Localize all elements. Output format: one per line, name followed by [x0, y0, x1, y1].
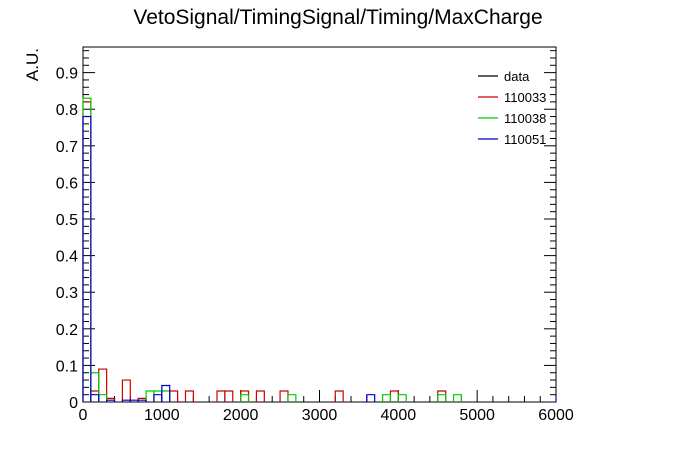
- histogram-bin: [98, 394, 108, 402]
- y-tick-label: 0.5: [56, 212, 78, 229]
- histogram-bin: [216, 390, 226, 402]
- y-tick-label: 0.3: [56, 285, 78, 302]
- legend-label: 110051: [504, 132, 546, 147]
- histogram-bin: [90, 372, 100, 402]
- histogram-bin: [106, 399, 116, 402]
- histogram-bin: [381, 394, 392, 402]
- histogram-bin: [161, 390, 171, 402]
- plot-frame: [82, 46, 557, 403]
- histogram-series: [82, 97, 557, 402]
- histogram-bin: [169, 390, 179, 402]
- histogram-bin: [279, 390, 289, 402]
- y-axis: 0 0.1 0.2 0.3 0.4 0.5 0.6 0.7 0.8 0.9: [56, 50, 556, 412]
- x-tick-label: 6000: [538, 407, 574, 424]
- histogram-bin: [82, 101, 92, 402]
- histogram-bin: [287, 394, 297, 402]
- x-tick-label: 2000: [223, 407, 259, 424]
- histogram-bin: [82, 97, 92, 402]
- y-tick-label: 0.4: [56, 249, 78, 266]
- y-tick-label: 0.8: [56, 102, 78, 119]
- histogram-bin: [255, 390, 265, 402]
- y-tick-label: 0.6: [56, 175, 78, 192]
- series-110038: [82, 97, 462, 402]
- series-110033: [82, 101, 447, 402]
- y-tick-label: 0.9: [56, 66, 78, 83]
- x-tick-label: 5000: [459, 407, 495, 424]
- histogram-bin: [121, 379, 131, 402]
- x-axis: 0 1000 2000 3000 4000 5000 6000: [79, 390, 574, 424]
- x-tick-label: 4000: [381, 407, 417, 424]
- histogram-bin: [389, 390, 399, 402]
- y-tick-label: 0.1: [56, 358, 78, 375]
- histogram-bin: [240, 390, 250, 402]
- histogram-bin: [98, 368, 108, 402]
- y-tick-label: 0: [69, 395, 78, 412]
- histogram-bin: [90, 390, 100, 402]
- histogram-bin: [366, 394, 376, 402]
- histogram-bin: [161, 384, 171, 402]
- chart-title: VetoSignal/TimingSignal/Timing/MaxCharge: [133, 6, 542, 29]
- histogram-bin: [452, 394, 462, 402]
- series-110051: [82, 115, 557, 402]
- histogram-bin: [437, 394, 447, 402]
- histogram-bin: [437, 390, 447, 402]
- x-tick-label: 0: [79, 407, 88, 424]
- histogram-bin: [397, 394, 407, 402]
- histogram-bin: [334, 390, 344, 402]
- histogram-bin: [240, 394, 250, 402]
- histogram-bin: [153, 394, 163, 402]
- legend-label: 110033: [504, 90, 546, 105]
- x-tick-label: 3000: [302, 407, 338, 424]
- x-tick-label: 1000: [144, 407, 180, 424]
- histogram-bin: [184, 390, 194, 402]
- legend-label: data: [504, 69, 530, 84]
- histogram-bin: [224, 390, 234, 402]
- y-tick-label: 0.2: [56, 322, 78, 339]
- legend-label: 110038: [504, 111, 546, 126]
- legend: data 110033 110038 110051: [478, 69, 546, 147]
- histogram-bin: [90, 394, 100, 402]
- histogram-bin: [145, 390, 155, 402]
- y-axis-label: A.U.: [23, 48, 42, 81]
- histogram-bin: [153, 390, 163, 402]
- histogram-bin: [137, 399, 147, 402]
- y-tick-label: 0.7: [56, 139, 78, 156]
- histogram-bin: [82, 115, 92, 402]
